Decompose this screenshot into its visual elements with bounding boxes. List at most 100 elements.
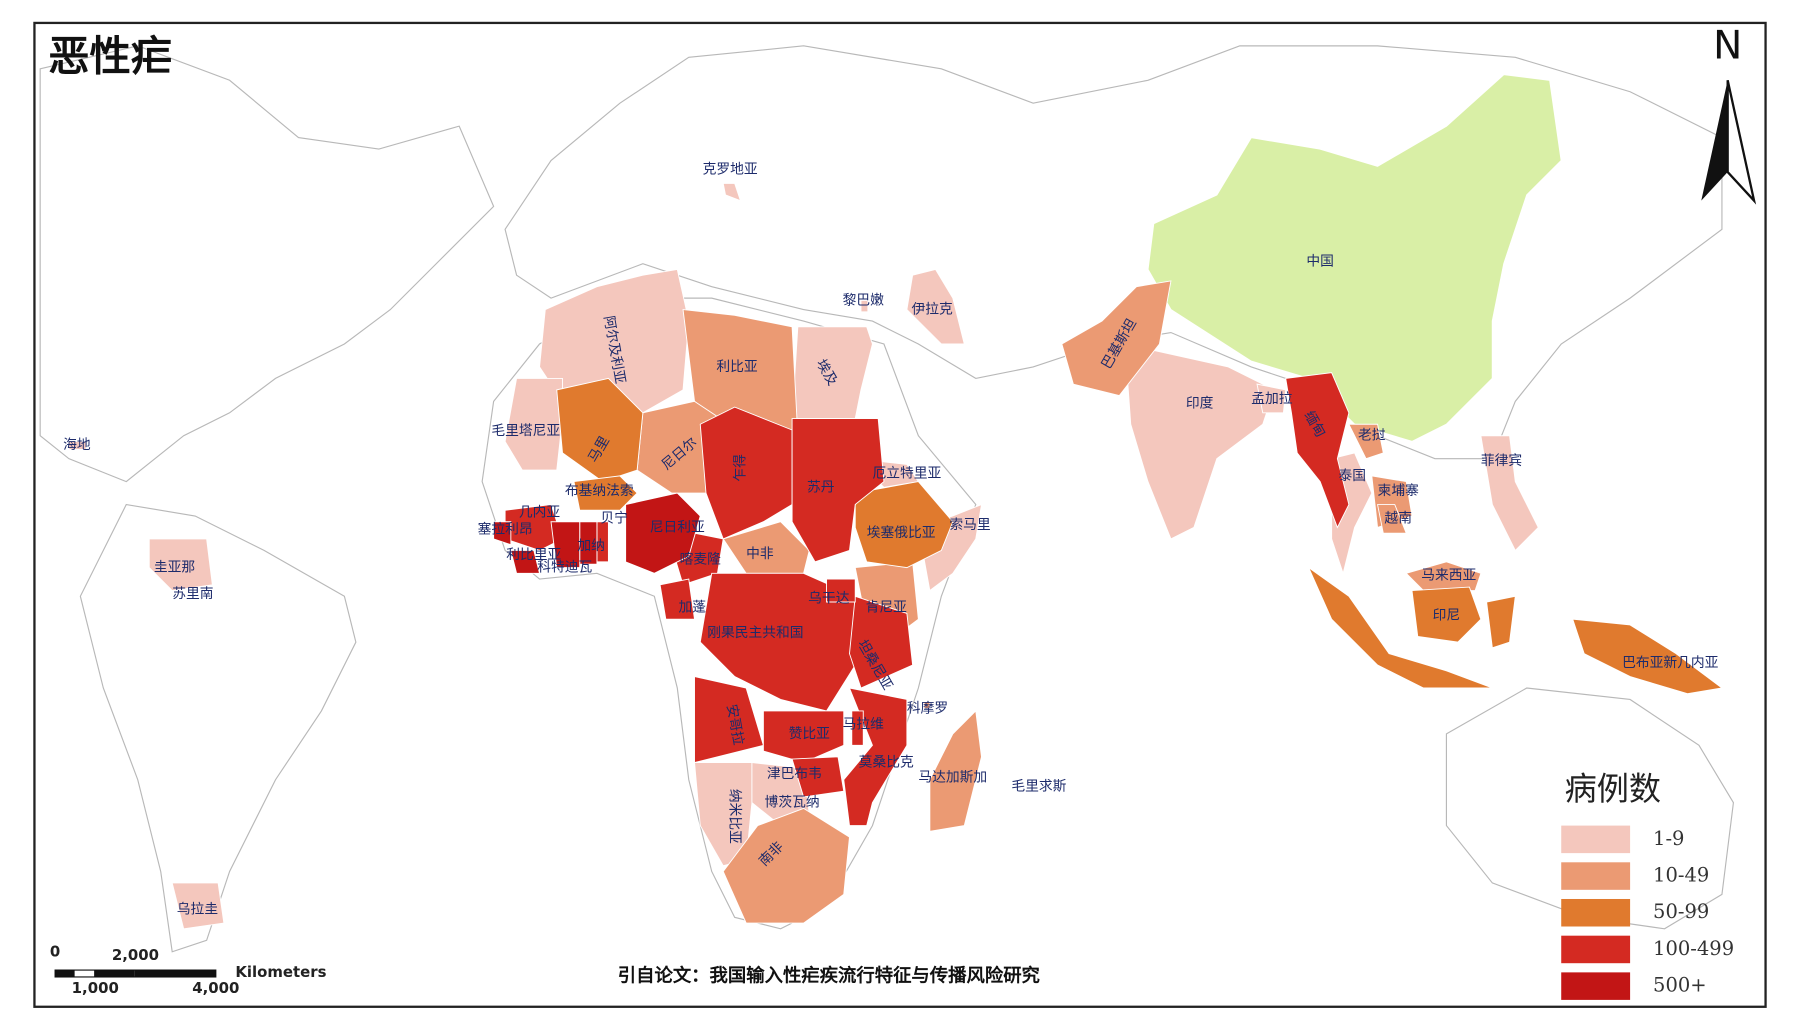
country-label: 利比亚 bbox=[716, 359, 758, 375]
country bbox=[1307, 566, 1493, 689]
country bbox=[1411, 586, 1482, 643]
legend-swatch bbox=[1561, 972, 1631, 1000]
country bbox=[860, 299, 869, 313]
country bbox=[1572, 618, 1724, 695]
country-label: 贝宁 bbox=[600, 509, 628, 526]
source-note: 引自论文：我国输入性疟疾流行特征与传播风险研究 bbox=[618, 965, 1041, 987]
country-label: 马达加斯加 bbox=[918, 769, 987, 785]
country-label: 巴布亚新几内亚 bbox=[1622, 655, 1719, 671]
country-label: 老挝 bbox=[1358, 428, 1386, 444]
legend-swatch bbox=[1561, 935, 1631, 964]
country bbox=[510, 549, 541, 574]
country bbox=[659, 578, 696, 620]
country-label: 科特迪瓦 bbox=[537, 560, 592, 576]
country bbox=[504, 377, 563, 471]
country-label: 刚果民主共和国 bbox=[707, 625, 803, 641]
country bbox=[722, 183, 742, 202]
country bbox=[493, 521, 512, 546]
country-label: 莫桑比克 bbox=[859, 755, 914, 771]
country-label: 中非 bbox=[746, 546, 774, 562]
country-label: 毛里求斯 bbox=[1011, 779, 1066, 795]
country bbox=[1405, 561, 1482, 591]
country bbox=[854, 481, 954, 569]
country bbox=[1124, 343, 1275, 540]
country-label: 利比里亚 bbox=[506, 547, 561, 563]
country-label: 安哥拉 bbox=[723, 703, 746, 747]
country bbox=[791, 756, 845, 798]
country bbox=[1348, 423, 1384, 460]
legend-swatch bbox=[1561, 862, 1631, 890]
country bbox=[1147, 73, 1562, 443]
country bbox=[148, 538, 213, 592]
country bbox=[1256, 383, 1287, 414]
country bbox=[851, 710, 864, 746]
country bbox=[722, 521, 810, 574]
country bbox=[1486, 595, 1516, 649]
country-label: 苏里南 bbox=[172, 586, 213, 602]
country-label: 埃塞俄比亚 bbox=[867, 524, 936, 541]
country bbox=[556, 377, 644, 483]
legend-label: 1-9 bbox=[1653, 827, 1684, 850]
country bbox=[722, 807, 850, 924]
country-label: 圭亚那 bbox=[154, 560, 196, 576]
scale-label: 2,000 bbox=[112, 946, 159, 964]
map-title: 恶性疟 bbox=[48, 33, 172, 81]
country bbox=[929, 709, 982, 832]
country bbox=[573, 475, 638, 511]
country-label: 越南 bbox=[1384, 510, 1412, 526]
country-label: 印尼 bbox=[1433, 608, 1461, 624]
legend-label: 500+ bbox=[1653, 974, 1707, 997]
country-label: 中国 bbox=[1306, 253, 1334, 269]
scale-bar: 0 2,000 1,000 4,000 Kilometers bbox=[50, 942, 327, 997]
country-label: 乌拉圭 bbox=[177, 901, 218, 917]
country bbox=[1061, 280, 1172, 397]
country-label: 科摩罗 bbox=[907, 700, 948, 717]
country-label: 黎巴嫩 bbox=[843, 292, 885, 308]
country-label: 伊拉克 bbox=[911, 302, 953, 318]
country bbox=[762, 710, 845, 764]
country-label: 布基纳法索 bbox=[565, 482, 634, 499]
country-label: 乍得 bbox=[731, 454, 748, 482]
country-label: 索马里 bbox=[949, 517, 991, 533]
country bbox=[826, 578, 856, 603]
country-label: 苏丹 bbox=[807, 479, 835, 495]
scale-label: 4,000 bbox=[192, 979, 239, 997]
country bbox=[923, 701, 931, 710]
country bbox=[1376, 504, 1407, 534]
country-label: 尼日利亚 bbox=[650, 519, 705, 535]
country-label: 柬埔寨 bbox=[1378, 482, 1420, 499]
country bbox=[68, 441, 87, 450]
scale-label: 1,000 bbox=[72, 979, 119, 997]
country-label: 塞拉利昂 bbox=[478, 521, 533, 538]
country bbox=[843, 687, 908, 827]
country-label: 孟加拉 bbox=[1251, 391, 1293, 407]
legend-swatch bbox=[1561, 898, 1631, 927]
country-label: 克罗地亚 bbox=[703, 162, 758, 178]
legend-label: 50-99 bbox=[1653, 900, 1709, 923]
country-label: 乌干达 bbox=[808, 591, 850, 607]
country-label: 津巴布韦 bbox=[767, 766, 822, 782]
country-label: 马来西亚 bbox=[1421, 568, 1476, 584]
country-label: 赞比亚 bbox=[789, 726, 831, 742]
country-label: 印度 bbox=[1186, 396, 1214, 412]
country bbox=[1285, 372, 1350, 529]
countries bbox=[68, 73, 1724, 930]
legend-title: 病例数 bbox=[1565, 770, 1661, 808]
legend: 病例数 1-9 10-49 50-99 100-499 500+ bbox=[1561, 770, 1734, 1000]
country bbox=[699, 406, 793, 540]
north-arrow: N bbox=[1701, 24, 1757, 205]
scale-label: 0 bbox=[50, 942, 60, 960]
country bbox=[550, 521, 581, 569]
country bbox=[171, 882, 225, 930]
scale-unit: Kilometers bbox=[235, 963, 326, 981]
country-label: 肯尼亚 bbox=[866, 600, 908, 616]
country-label: 毛里塔尼亚 bbox=[491, 423, 560, 439]
country-label: 马拉维 bbox=[843, 717, 885, 733]
country-label: 博茨瓦纳 bbox=[765, 794, 820, 811]
country bbox=[849, 595, 914, 689]
north-label: N bbox=[1713, 24, 1742, 69]
country-label: 菲律宾 bbox=[1481, 453, 1522, 469]
country-label: 纳米比亚 bbox=[727, 789, 743, 844]
country bbox=[625, 492, 701, 574]
